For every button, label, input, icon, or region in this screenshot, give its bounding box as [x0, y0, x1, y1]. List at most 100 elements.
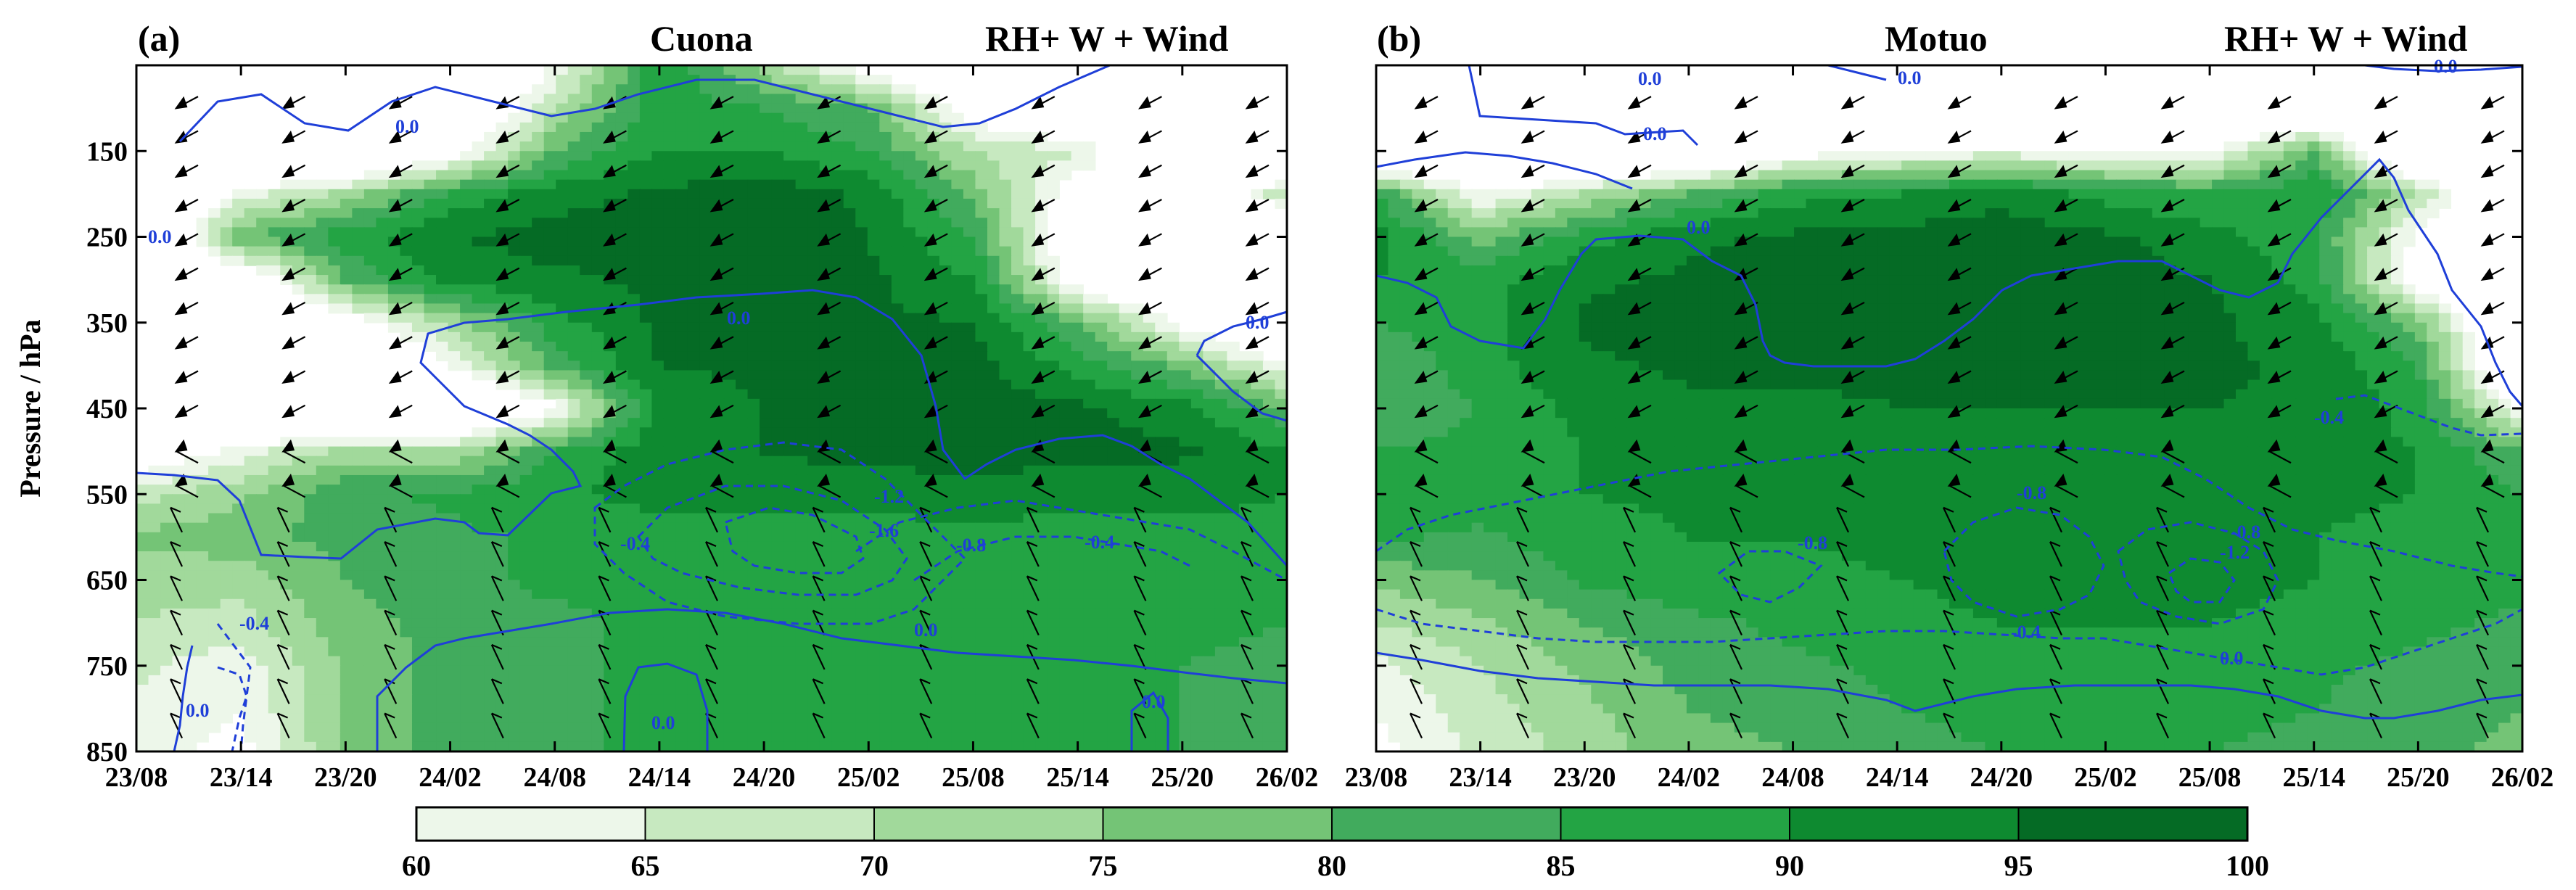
rh-cell	[1143, 618, 1156, 628]
rh-cell	[831, 561, 844, 572]
rh-cell	[376, 627, 389, 638]
rh-cell	[1071, 313, 1084, 324]
rh-cell	[1262, 418, 1276, 429]
rh-cell	[208, 598, 221, 609]
rh-cell	[807, 474, 820, 485]
rh-cell	[903, 456, 916, 466]
rh-cell	[1155, 389, 1168, 400]
rh-cell	[987, 446, 1000, 457]
rh-cell	[472, 522, 485, 533]
rh-cell	[831, 351, 844, 362]
rh-cell	[460, 198, 473, 209]
rh-cell	[855, 485, 868, 495]
rh-cell	[987, 685, 1000, 695]
rh-cell	[1059, 465, 1072, 476]
rh-cell	[472, 427, 485, 438]
rh-cell	[651, 418, 664, 429]
rh-cell	[1083, 151, 1096, 162]
rh-cell	[484, 208, 497, 219]
rh-cell	[639, 551, 653, 562]
rh-cell	[736, 541, 749, 552]
rh-cell	[220, 570, 233, 581]
rh-cell	[939, 303, 952, 314]
rh-cell	[819, 398, 833, 409]
rh-cell	[987, 313, 1000, 324]
rh-cell	[1059, 570, 1072, 581]
rh-cell	[519, 284, 532, 295]
rh-cell	[1059, 427, 1072, 438]
rh-cell	[1011, 675, 1024, 685]
rh-cell	[411, 694, 425, 705]
rh-cell	[172, 675, 185, 685]
rh-cell	[771, 675, 784, 685]
rh-cell	[1119, 313, 1132, 324]
rh-cell	[615, 179, 629, 190]
rh-cell	[556, 580, 569, 590]
rh-cell	[196, 580, 209, 590]
rh-cell	[639, 141, 653, 152]
rh-cell	[639, 322, 653, 333]
rh-cell	[184, 694, 197, 705]
rh-cell	[1011, 160, 1024, 171]
rh-cell	[939, 198, 952, 209]
rh-cell	[1275, 656, 1287, 667]
rh-cell	[807, 112, 820, 123]
rh-cell	[1035, 246, 1048, 257]
rh-cell	[879, 342, 892, 352]
rh-cell	[532, 342, 545, 352]
rh-cell	[1011, 141, 1024, 152]
rh-cell	[855, 665, 868, 676]
rh-cell	[556, 170, 569, 181]
rh-cell	[1190, 379, 1204, 390]
rh-cell	[1083, 160, 1096, 171]
rh-cell	[627, 322, 641, 333]
rh-cell	[736, 255, 749, 266]
rh-cell	[819, 65, 833, 75]
rh-cell	[747, 418, 760, 429]
rh-cell	[663, 246, 677, 257]
rh-cell	[1107, 322, 1120, 333]
rh-cell	[699, 284, 712, 295]
rh-cell	[771, 179, 784, 190]
rh-cell	[1190, 522, 1204, 533]
rh-cell	[532, 446, 545, 457]
rh-cell	[1011, 275, 1024, 285]
rh-cell	[1190, 694, 1204, 705]
rh-cell	[627, 160, 641, 171]
rh-cell	[975, 303, 988, 314]
rh-cell	[987, 637, 1000, 648]
rh-cell	[831, 294, 844, 305]
rh-cell	[987, 522, 1000, 533]
rh-cell	[831, 379, 844, 390]
rh-cell	[951, 398, 964, 409]
rh-cell	[411, 580, 425, 590]
rh-cell	[987, 485, 1000, 495]
rh-cell	[196, 675, 209, 685]
rh-cell	[843, 275, 857, 285]
rh-cell	[915, 151, 929, 162]
rh-cell	[1227, 627, 1240, 638]
rh-cell	[543, 694, 557, 705]
rh-cell	[1011, 360, 1024, 371]
rh-cell	[460, 465, 473, 476]
rh-cell	[472, 198, 485, 209]
rh-cell	[663, 437, 677, 448]
rh-cell	[472, 503, 485, 514]
rh-cell	[495, 685, 509, 695]
rh-cell	[244, 446, 258, 457]
rh-cell	[663, 65, 677, 75]
rh-cell	[760, 360, 773, 371]
rh-cell	[891, 618, 905, 628]
rh-cell	[963, 275, 976, 285]
rh-cell	[1011, 618, 1024, 628]
rh-cell	[723, 665, 736, 676]
rh-cell	[1095, 675, 1108, 685]
rh-cell	[1262, 494, 1276, 505]
rh-cell	[712, 685, 725, 695]
rh-cell	[495, 322, 509, 333]
rh-cell	[1023, 284, 1036, 295]
rh-cell	[975, 379, 988, 390]
rh-cell	[1275, 637, 1287, 648]
rh-cell	[783, 427, 797, 438]
rh-cell	[580, 284, 593, 295]
